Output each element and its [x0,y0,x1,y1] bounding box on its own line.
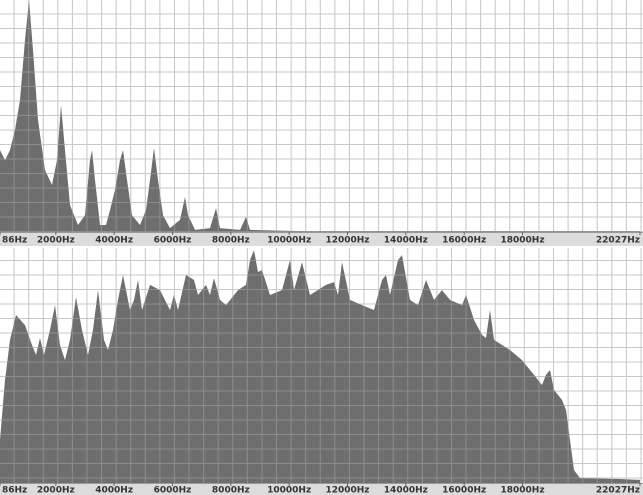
x-tick-label: 10000Hz [267,486,311,495]
x-tick-label: 86Hz [2,236,27,246]
x-tick-label: 4000Hz [95,486,133,495]
x-tick-label: 16000Hz [442,236,486,246]
x-tick-label: 6000Hz [154,486,192,495]
x-tick-label: 14000Hz [384,236,428,246]
x-tick-label: 18000Hz [500,236,544,246]
x-tick-label: 8000Hz [212,486,250,495]
x-tick-label: 22027Hz [596,486,640,495]
grid-overlay [0,248,643,483]
axis-strip [0,483,643,495]
x-tick-label: 18000Hz [500,486,544,495]
x-tick-label: 86Hz [2,486,27,495]
axis-strip [0,232,643,246]
x-tick-label: 22027Hz [596,236,640,246]
x-tick-label: 12000Hz [325,236,369,246]
x-tick-label: 10000Hz [267,236,311,246]
x-tick-label: 4000Hz [95,236,133,246]
x-tick-label: 16000Hz [442,486,486,495]
x-tick-label: 12000Hz [325,486,369,495]
x-tick-label: 2000Hz [37,486,75,495]
x-tick-label: 8000Hz [212,236,250,246]
x-tick-label: 6000Hz [154,236,192,246]
x-tick-label: 2000Hz [37,236,75,246]
grid-overlay [0,0,643,232]
x-tick-label: 14000Hz [384,486,428,495]
